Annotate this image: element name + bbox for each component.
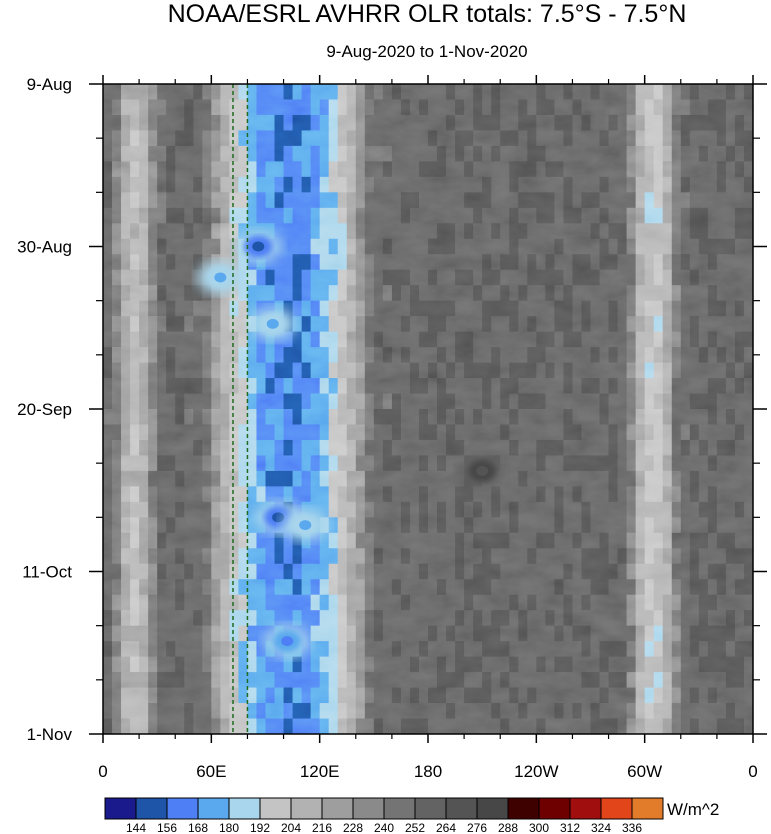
colorbar-label: 264 bbox=[436, 821, 456, 834]
colorbar-label: 336 bbox=[622, 821, 642, 834]
plot-area bbox=[103, 84, 753, 734]
colorbar-swatch bbox=[600, 797, 633, 820]
colorbar-swatch bbox=[383, 797, 416, 820]
colorbar-label: 312 bbox=[560, 821, 580, 834]
colorbar-swatch bbox=[476, 797, 509, 820]
x-tick-label: 0 bbox=[98, 762, 107, 781]
colorbar-label: 144 bbox=[126, 821, 146, 834]
x-tick-label: 120E bbox=[300, 762, 340, 781]
y-tick-label: 11-Oct bbox=[22, 563, 72, 582]
colorbar-swatch bbox=[228, 797, 261, 820]
colorbar-label: 288 bbox=[498, 821, 518, 834]
colorbar-label: 168 bbox=[188, 821, 208, 834]
x-tick-label: 120W bbox=[514, 762, 558, 781]
y-tick-label: 30-Aug bbox=[17, 238, 72, 257]
colorbar-label: 252 bbox=[405, 821, 425, 834]
convection-center bbox=[281, 636, 294, 647]
colorbar-label: 216 bbox=[312, 821, 332, 834]
convection-center bbox=[299, 520, 312, 531]
y-tick-label: 20-Sep bbox=[17, 400, 72, 419]
colorbar-label: 156 bbox=[157, 821, 177, 834]
y-tick-label: 1-Nov bbox=[27, 725, 73, 744]
x-tick-label: 60E bbox=[196, 762, 226, 781]
colorbar: 144 156 168 180 192 204 216 228 240 252 264 276 288 3… bbox=[104, 797, 664, 834]
olr-texture bbox=[103, 84, 753, 734]
colorbar-label: 204 bbox=[281, 821, 301, 834]
x-tick-label: 180 bbox=[414, 762, 442, 781]
colorbar-swatch bbox=[538, 797, 571, 820]
colorbar-unit: W/m^2 bbox=[667, 800, 719, 819]
convection-center bbox=[272, 512, 285, 523]
colorbar-label: 324 bbox=[591, 821, 611, 834]
colorbar-swatch bbox=[321, 797, 354, 820]
chart-subtitle: 9-Aug-2020 to 1-Nov-2020 bbox=[326, 42, 527, 61]
colorbar-label: 240 bbox=[374, 821, 394, 834]
colorbar-swatch bbox=[259, 797, 292, 820]
colorbar-swatch bbox=[104, 797, 137, 820]
x-tick-label: 60W bbox=[627, 762, 662, 781]
colorbar-swatch bbox=[631, 797, 664, 820]
convection-center bbox=[252, 241, 265, 252]
convection-center bbox=[266, 318, 279, 329]
convection-center bbox=[214, 272, 227, 283]
x-tick-label: 0 bbox=[748, 762, 757, 781]
colorbar-swatch bbox=[166, 797, 199, 820]
colorbar-label: 180 bbox=[219, 821, 239, 834]
colorbar-swatch bbox=[135, 797, 168, 820]
chart-title: NOAA/ESRL AVHRR OLR totals: 7.5°S - 7.5°… bbox=[168, 0, 687, 28]
colorbar-swatch bbox=[290, 797, 323, 820]
colorbar-label: 300 bbox=[529, 821, 549, 834]
colorbar-label: 192 bbox=[250, 821, 270, 834]
convection-center bbox=[476, 465, 489, 476]
colorbar-swatch bbox=[352, 797, 385, 820]
colorbar-label: 228 bbox=[343, 821, 363, 834]
colorbar-swatch bbox=[507, 797, 540, 820]
y-tick-label: 9-Aug bbox=[27, 75, 72, 94]
colorbar-swatch bbox=[197, 797, 230, 820]
colorbar-label: 276 bbox=[467, 821, 487, 834]
colorbar-swatch bbox=[414, 797, 447, 820]
colorbar-swatch bbox=[569, 797, 602, 820]
colorbar-swatch bbox=[445, 797, 478, 820]
